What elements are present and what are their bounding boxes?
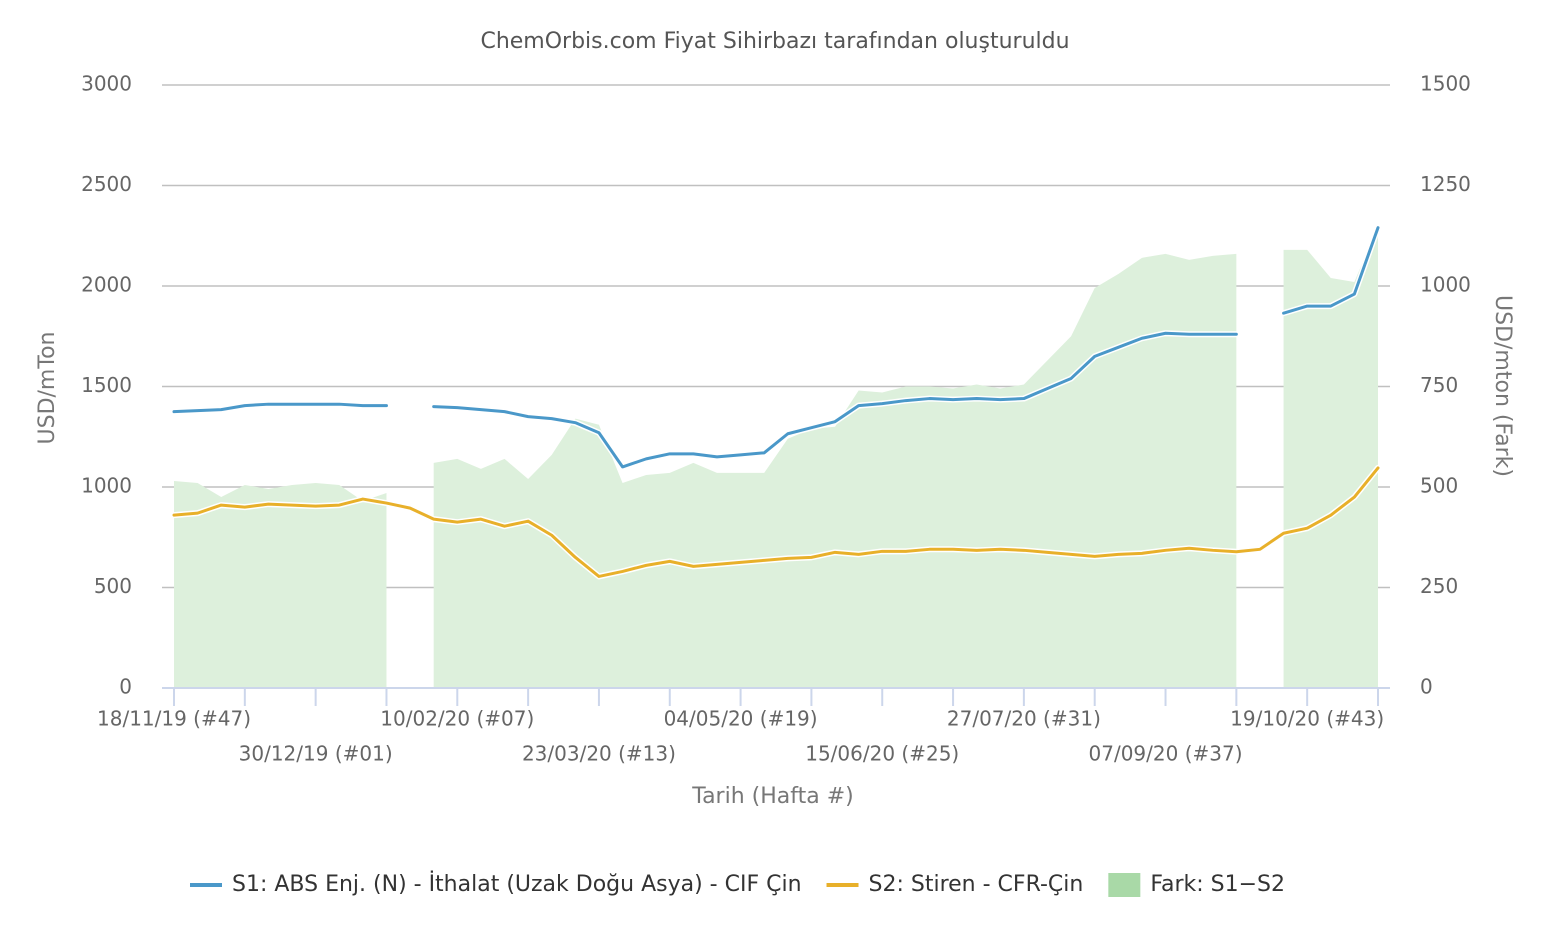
y-tick-label: 3000 <box>81 72 132 96</box>
legend-label: Fark: S1−S2 <box>1150 872 1285 897</box>
y2-axis-title: USD/mton (Fark) <box>1490 295 1515 477</box>
legend-swatch <box>1108 873 1141 897</box>
y2-tick-label: 750 <box>1420 373 1458 397</box>
legend-label: S1: ABS Enj. (N) - İthalat (Uzak Doğu As… <box>232 871 802 897</box>
y-tick-label: 0 <box>119 675 132 699</box>
y2-tick-label: 250 <box>1420 574 1458 598</box>
x-tick-label: 15/06/20 (#25) <box>805 742 959 766</box>
x-tick-label: 07/09/20 (#37) <box>1089 742 1243 766</box>
x-tick-label: 19/10/20 (#43) <box>1230 707 1384 731</box>
x-tick-label: 04/05/20 (#19) <box>664 707 818 731</box>
y2-tick-label: 500 <box>1420 474 1458 498</box>
line <box>172 226 1380 469</box>
y-tick-label: 1500 <box>81 373 132 397</box>
y-tick-label: 2500 <box>81 172 132 196</box>
y2-tick-label: 1250 <box>1420 172 1471 196</box>
x-tick-label: 10/02/20 (#07) <box>380 707 534 731</box>
area <box>174 225 1378 688</box>
y-tick-label: 1000 <box>81 474 132 498</box>
y-axis-title: USD/mTon <box>35 332 60 445</box>
x-tick-label: 23/03/20 (#13) <box>522 742 676 766</box>
y-tick-label: 2000 <box>81 273 132 297</box>
y2-tick-label: 1500 <box>1420 72 1471 96</box>
x-tick-label: 30/12/19 (#01) <box>239 742 393 766</box>
y-tick-label: 500 <box>94 574 132 598</box>
line <box>172 466 1380 578</box>
x-axis-title: Tarih (Hafta #) <box>691 784 853 809</box>
chart-title: ChemOrbis.com Fiyat Sihirbazı tarafından… <box>480 29 1069 54</box>
legend-label: S2: Stiren - CFR-Çin <box>869 872 1084 897</box>
x-tick-label: 18/11/19 (#47) <box>97 707 251 731</box>
x-tick-label: 27/07/20 (#31) <box>947 707 1101 731</box>
y2-tick-label: 1000 <box>1420 273 1471 297</box>
y2-tick-label: 0 <box>1420 675 1433 699</box>
